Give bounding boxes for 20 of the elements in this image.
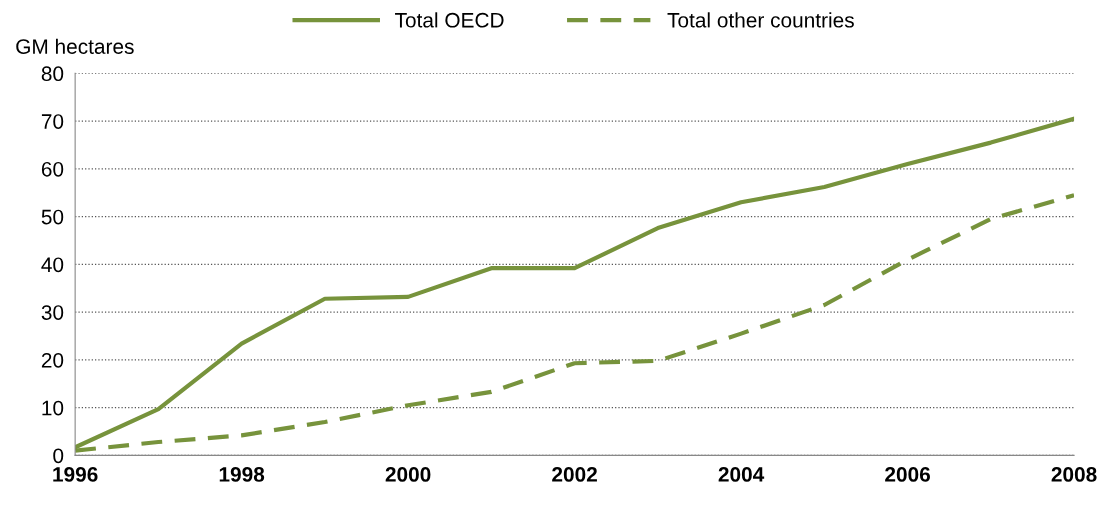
y-tick-label: 20 (41, 352, 64, 368)
line-series (75, 116, 1075, 450)
x-tick-label: 2002 (552, 467, 597, 482)
y-tick-label: 0 (53, 448, 64, 464)
x-tick-label: 2008 (1051, 467, 1097, 482)
y-tick-label: 50 (41, 209, 64, 225)
x-tick-label: 2000 (385, 467, 431, 482)
y-tick-label: 30 (41, 305, 64, 320)
legend-label: Total OECD (395, 12, 504, 28)
x-tick-label: 2004 (718, 467, 765, 482)
y-tick-label: 40 (41, 257, 64, 273)
y-tick-label: 70 (41, 114, 64, 129)
y-tick-label: 10 (42, 400, 64, 416)
y-tick-label: 60 (41, 161, 64, 177)
x-tick-label: 1998 (219, 467, 265, 482)
legend-label: Total other countries (667, 12, 854, 28)
y-axis-title: GM hectares (16, 38, 134, 54)
x-tick-label: 1996 (53, 467, 98, 482)
x-tick-label: 2006 (885, 467, 930, 482)
y-tick-label: 80 (41, 66, 64, 82)
